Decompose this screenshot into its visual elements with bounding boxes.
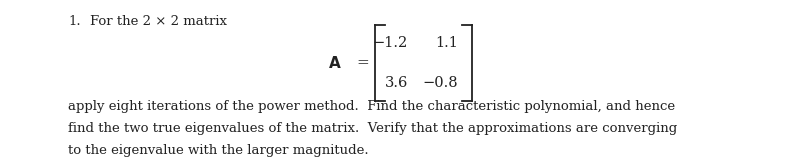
Text: $\mathbf{A}$: $\mathbf{A}$ xyxy=(328,55,342,71)
Text: 1.: 1. xyxy=(68,15,81,28)
Text: 3.6: 3.6 xyxy=(385,76,408,90)
Text: to the eigenvalue with the larger magnitude.: to the eigenvalue with the larger magnit… xyxy=(68,144,369,157)
Text: −1.2: −1.2 xyxy=(373,36,408,50)
Text: −0.8: −0.8 xyxy=(422,76,458,90)
Text: find the two true eigenvalues of the matrix.  Verify that the approximations are: find the two true eigenvalues of the mat… xyxy=(68,122,678,135)
Text: =: = xyxy=(356,56,369,70)
Text: apply eight iterations of the power method.  Find the characteristic polynomial,: apply eight iterations of the power meth… xyxy=(68,100,675,113)
Text: For the 2 × 2 matrix: For the 2 × 2 matrix xyxy=(90,15,227,28)
Text: 1.1: 1.1 xyxy=(435,36,458,50)
